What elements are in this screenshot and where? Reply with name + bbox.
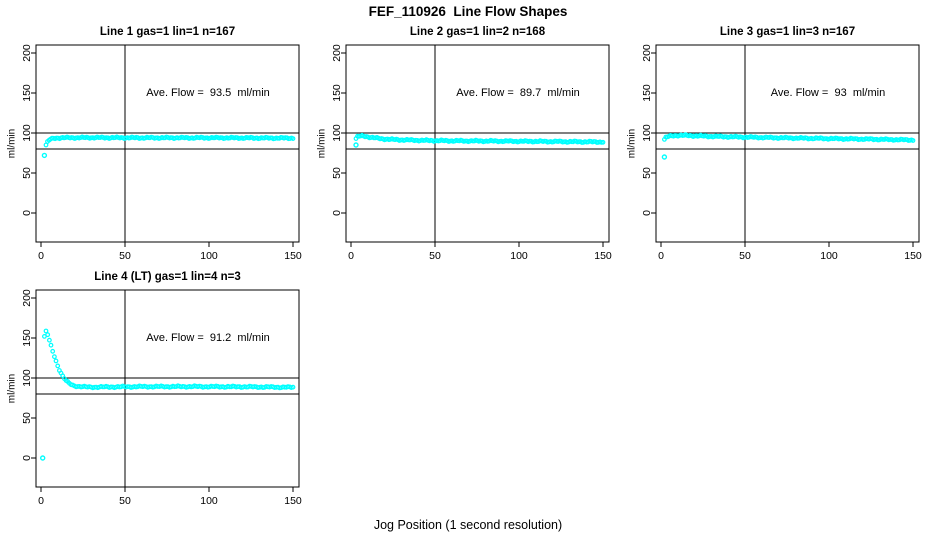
panel-line-3: Line 3 gas=1 lin=3 n=167 0 50 100 150 0 50 100 1… xyxy=(627,26,922,262)
outlier-point xyxy=(40,455,46,461)
outlier-point xyxy=(661,154,668,160)
x-tick-label: 100 xyxy=(820,250,838,262)
y-tick-label: 200 xyxy=(331,44,343,62)
data-point xyxy=(290,384,296,390)
y-tick-label: 150 xyxy=(21,329,33,347)
x-tick-label: 100 xyxy=(200,250,218,262)
panel-title: Line 2 gas=1 lin=2 n=168 xyxy=(410,26,546,38)
outlier-point xyxy=(353,142,359,148)
avg-flow-annotation: Ave. Flow = 93 ml/min xyxy=(771,87,885,99)
outlier-point xyxy=(41,152,48,159)
data-point xyxy=(290,136,296,141)
plot-box xyxy=(655,44,920,243)
data-point xyxy=(48,342,54,348)
y-tick-label: 50 xyxy=(331,167,343,179)
panel-line-1: Line 1 gas=1 lin=1 n=167 0 50 100 150 0 50 100 1… xyxy=(7,26,302,262)
x-tick-label: 100 xyxy=(200,495,218,507)
panel-line-4: Line 4 (LT) gas=1 lin=4 n=3 0 50 100 150 0 50 1… xyxy=(7,271,302,507)
avg-flow-annotation: Ave. Flow = 91.2 ml/min xyxy=(146,332,270,344)
y-tick-label: 200 xyxy=(21,289,33,307)
panel-title: Line 4 (LT) gas=1 lin=4 n=3 xyxy=(94,271,240,283)
panel-title: Line 3 gas=1 lin=3 n=167 xyxy=(720,26,855,38)
y-tick-label: 0 xyxy=(21,455,33,461)
y-tick-label: 150 xyxy=(21,84,33,102)
data-point xyxy=(53,358,59,364)
x-tick-label: 150 xyxy=(904,250,922,262)
avg-flow-annotation: Ave. Flow = 89.7 ml/min xyxy=(456,87,580,99)
y-axis-label: ml/min xyxy=(317,129,328,158)
x-tick-label: 50 xyxy=(119,495,131,507)
x-tick-label: 0 xyxy=(348,250,354,262)
data-point xyxy=(600,139,606,145)
y-axis-label: ml/min xyxy=(7,374,18,403)
figure-xlabel: Jog Position (1 second resolution) xyxy=(373,518,563,532)
y-tick-label: 100 xyxy=(331,124,343,142)
y-tick-label: 150 xyxy=(641,84,653,102)
y-tick-label: 50 xyxy=(21,167,33,179)
y-tick-label: 0 xyxy=(641,210,653,216)
x-tick-label: 150 xyxy=(284,250,302,262)
y-tick-label: 200 xyxy=(641,44,653,62)
avg-flow-annotation: Ave. Flow = 93.5 ml/min xyxy=(146,87,270,99)
plot-box xyxy=(35,44,300,243)
data-point xyxy=(52,354,57,360)
y-tick-label: 100 xyxy=(21,369,33,387)
y-tick-label: 100 xyxy=(21,124,33,142)
y-axis-label: ml/min xyxy=(7,129,18,158)
figure-title: FEF_110926 Line Flow Shapes xyxy=(368,4,568,19)
x-tick-label: 100 xyxy=(510,250,528,262)
data-point xyxy=(55,363,61,369)
x-tick-label: 150 xyxy=(594,250,612,262)
data-point xyxy=(910,138,916,143)
data-point xyxy=(45,332,51,338)
panel-line-2: Line 2 gas=1 lin=2 n=168 0 50 100 150 0 50 100 1… xyxy=(317,26,612,262)
panel-title: Line 1 gas=1 lin=1 n=167 xyxy=(100,26,235,38)
y-tick-label: 50 xyxy=(641,167,653,179)
y-tick-label: 0 xyxy=(331,210,343,216)
plot-box xyxy=(35,289,300,488)
x-tick-label: 0 xyxy=(658,250,664,262)
x-tick-label: 50 xyxy=(739,250,751,262)
y-tick-label: 100 xyxy=(641,124,653,142)
y-tick-label: 150 xyxy=(331,84,343,102)
data-point xyxy=(43,328,49,334)
plot-box xyxy=(345,44,610,243)
x-tick-label: 0 xyxy=(38,495,44,507)
data-point xyxy=(50,348,56,354)
y-tick-label: 0 xyxy=(21,210,33,216)
data-point xyxy=(47,337,52,343)
x-tick-label: 50 xyxy=(119,250,131,262)
x-tick-label: 50 xyxy=(429,250,441,262)
y-tick-label: 50 xyxy=(21,412,33,424)
x-tick-label: 0 xyxy=(38,250,44,262)
y-tick-label: 200 xyxy=(21,44,33,62)
x-tick-label: 150 xyxy=(284,495,302,507)
y-axis-label: ml/min xyxy=(627,129,638,158)
